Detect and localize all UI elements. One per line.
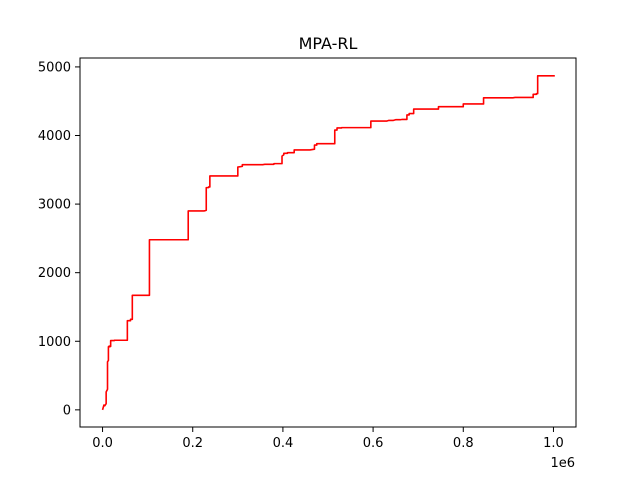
- y-axis-ticks: 0 1000 2000 3000 4000 5000: [38, 60, 80, 418]
- x-tick-label: 0.6: [363, 436, 384, 451]
- plot-area: [79, 57, 577, 428]
- x-tick-label: 0.0: [92, 436, 113, 451]
- x-axis-scale-label: 1e6: [550, 456, 575, 471]
- y-tick-label: 5000: [38, 60, 71, 75]
- y-tick-label: 1000: [38, 335, 71, 350]
- y-tick-label: 2000: [38, 266, 71, 281]
- x-axis-ticks: 0.0 0.2 0.4 0.6 0.8 1.0: [92, 427, 564, 451]
- x-tick-label: 0.8: [453, 436, 474, 451]
- series-layer: [101, 75, 555, 411]
- x-tick-label: 0.4: [273, 436, 294, 451]
- chart-title: MPA-RL: [299, 34, 358, 53]
- x-tick-label: 1.0: [543, 436, 564, 451]
- x-tick-label: 0.2: [182, 436, 203, 451]
- y-tick-label: 4000: [38, 129, 71, 144]
- plot-frame: [79, 57, 577, 428]
- y-tick-label: 0: [63, 403, 71, 418]
- series-line-0: [101, 75, 555, 411]
- y-tick-label: 3000: [38, 198, 71, 213]
